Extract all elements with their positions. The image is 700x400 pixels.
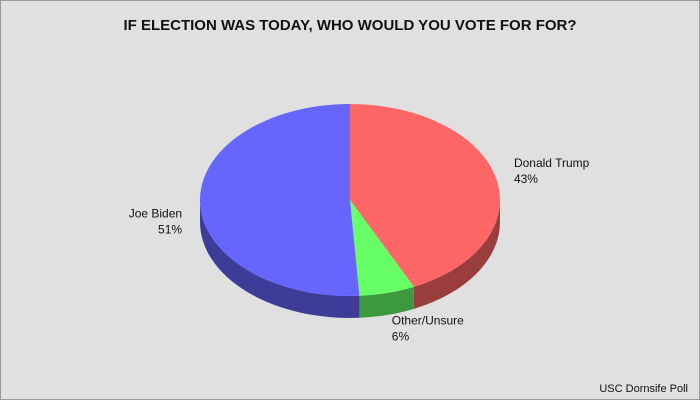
slice-side [200, 200, 360, 318]
slice-label: Donald Trump [514, 156, 590, 170]
value-label: 6% [392, 329, 410, 343]
value-label: 51% [158, 223, 182, 237]
source: USC Dornsife Poll [599, 383, 688, 395]
value-label: 43% [514, 172, 538, 186]
slice [350, 200, 414, 296]
slice-side [359, 286, 414, 318]
chart-title: IF ELECTION WAS TODAY, WHO WOULD YOU VOT… [123, 17, 576, 34]
slice-label: Joe Biden [129, 207, 182, 221]
slice [350, 104, 501, 287]
slice [200, 104, 360, 296]
slice-label: Other/Unsure [392, 313, 464, 327]
slice-side [413, 200, 500, 309]
